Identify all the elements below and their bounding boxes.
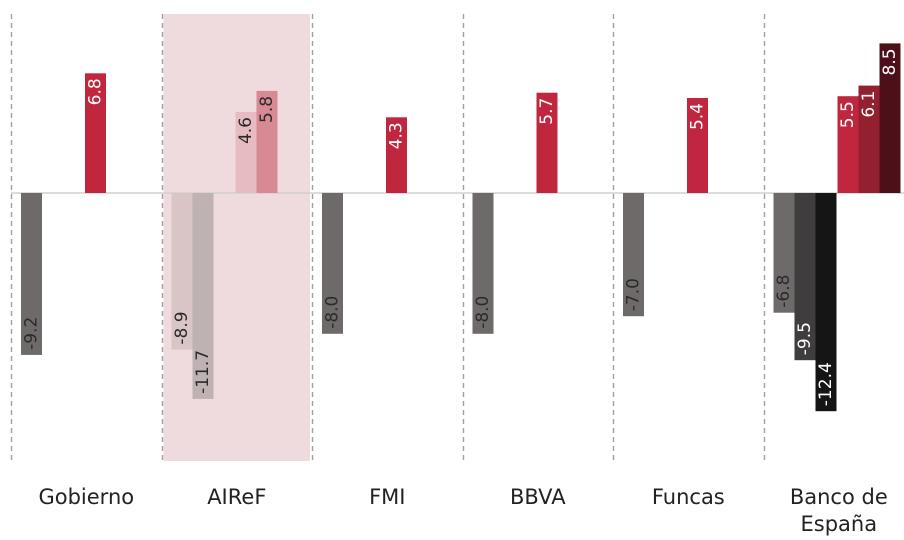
category-label: FMI: [369, 485, 405, 509]
data-label: 6.8: [86, 78, 106, 105]
data-label: -11.7: [193, 350, 213, 394]
bar: [21, 193, 42, 355]
bar: [536, 92, 558, 193]
bar: [322, 193, 343, 334]
data-label: -7.0: [624, 278, 644, 311]
bar: [192, 193, 214, 399]
data-label: -9.2: [22, 317, 42, 350]
data-label: 4.6: [236, 117, 256, 144]
bar: [794, 193, 816, 361]
bar: [858, 85, 880, 193]
bar: [472, 193, 494, 334]
bar: [879, 43, 901, 194]
data-label: 5.8: [257, 96, 277, 123]
grid-layer: [10, 14, 904, 461]
category-label: Banco de España: [790, 485, 888, 536]
bar: [815, 193, 837, 412]
data-label: -8.0: [473, 296, 493, 329]
data-label: -8.0: [323, 296, 343, 329]
bar: [773, 193, 795, 313]
data-label: 5.7: [537, 98, 557, 125]
data-label: 8.5: [880, 48, 900, 75]
bar: [386, 117, 407, 193]
bar: [171, 193, 193, 350]
bar: [235, 112, 257, 193]
category-label: Funcas: [652, 485, 725, 509]
data-label: -9.5: [795, 322, 815, 355]
data-label: 6.1: [859, 91, 879, 118]
data-label: 5.5: [838, 101, 858, 128]
bar: [687, 98, 708, 193]
category-label: BBVA: [510, 485, 566, 509]
category-label: AIReF: [207, 485, 266, 509]
data-label: 4.3: [387, 122, 407, 149]
data-label: -12.4: [816, 362, 836, 406]
labels-layer: -9.2 6.8 Gobierno -8.9-11.7 4.65.8 AIReF -8.0 4…: [22, 48, 901, 536]
bar: [256, 90, 278, 193]
data-label: -6.8: [774, 275, 794, 308]
category-label: Gobierno: [38, 485, 134, 509]
bar: [85, 73, 106, 193]
bars-layer: [21, 43, 901, 412]
data-label: 5.4: [688, 103, 708, 130]
bar: [623, 193, 644, 317]
data-label: -8.9: [172, 311, 192, 344]
bar: [837, 96, 859, 193]
